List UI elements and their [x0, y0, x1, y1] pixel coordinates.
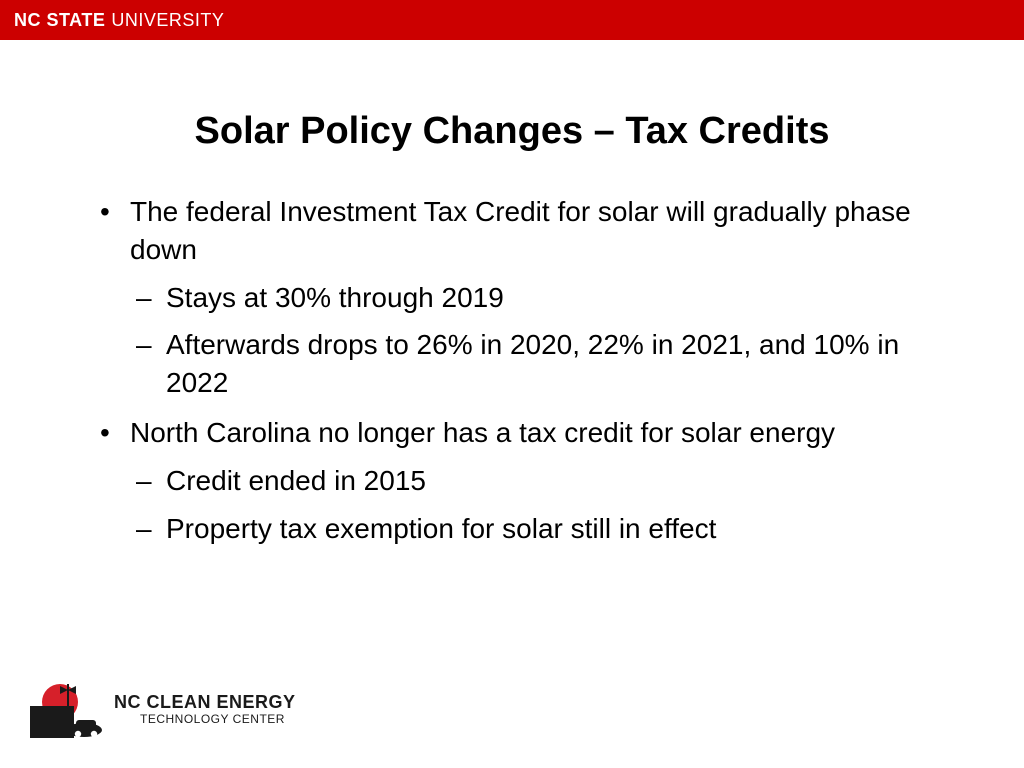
footer-logo-line1: NC CLEAN ENERGY [114, 693, 296, 711]
brand-light: UNIVERSITY [111, 10, 224, 31]
sub-bullet-list: Stays at 30% through 2019 Afterwards dro… [130, 279, 934, 402]
footer-logo-line2: TECHNOLOGY CENTER [140, 713, 296, 725]
brand-bold: NC STATE [14, 10, 105, 31]
clean-energy-logo-icon [30, 680, 104, 738]
sub-bullet-item: Stays at 30% through 2019 [130, 279, 934, 317]
bullet-item: The federal Investment Tax Credit for so… [100, 193, 934, 402]
footer-logo-text: NC CLEAN ENERGY TECHNOLOGY CENTER [114, 693, 296, 725]
sub-bullet-list: Credit ended in 2015 Property tax exempt… [130, 462, 934, 548]
bullet-item: North Carolina no longer has a tax credi… [100, 414, 934, 547]
header-bar: NC STATE UNIVERSITY [0, 0, 1024, 40]
bullet-text: The federal Investment Tax Credit for so… [130, 196, 911, 265]
slide-content: The federal Investment Tax Credit for so… [0, 193, 1024, 547]
bullet-list: The federal Investment Tax Credit for so… [100, 193, 934, 547]
bullet-text: North Carolina no longer has a tax credi… [130, 417, 835, 448]
sub-bullet-item: Credit ended in 2015 [130, 462, 934, 500]
sub-bullet-item: Afterwards drops to 26% in 2020, 22% in … [130, 326, 934, 402]
sub-bullet-item: Property tax exemption for solar still i… [130, 510, 934, 548]
footer-logo: NC CLEAN ENERGY TECHNOLOGY CENTER [30, 680, 296, 738]
slide-title: Solar Policy Changes – Tax Credits [0, 110, 1024, 153]
